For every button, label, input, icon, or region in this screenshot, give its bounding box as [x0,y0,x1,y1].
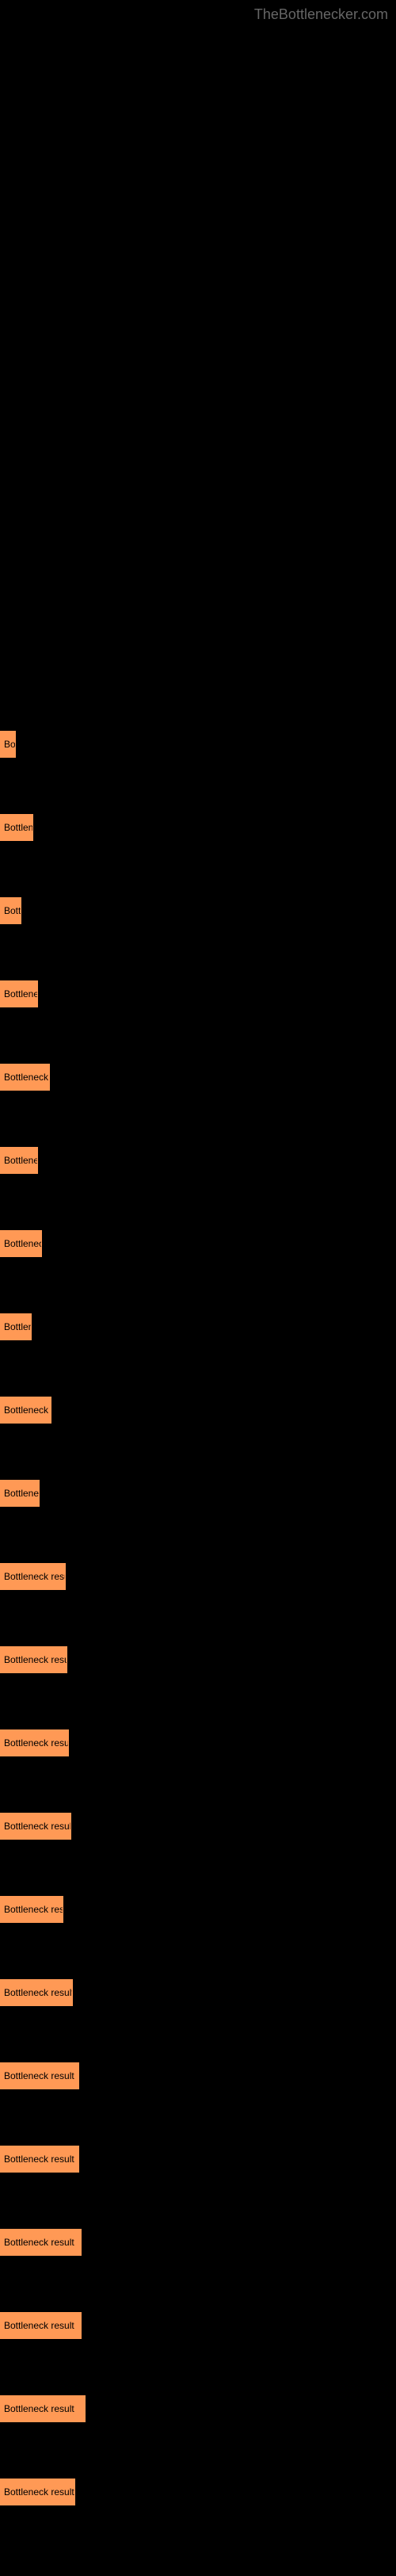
bar-row: Bottleneck result [0,2128,396,2190]
bar-row: Bottleneck result [0,1795,396,1857]
chart-bar: Bottleneck result [0,1646,67,1673]
bar-row: Bott [0,880,396,942]
bar-label: Bo [4,739,16,750]
bar-row: Bottleneck [0,1213,396,1275]
bar-label: Bottlen [4,1321,32,1332]
bar-label: Bottleneck result [4,2154,74,2165]
bar-row: Bottleneck re [0,1379,396,1441]
bar-label: Bottleneck result [4,1654,67,1665]
bar-row: Bottlenec [0,963,396,1025]
bar-label: Bott [4,905,21,916]
chart-bar: Bottlenec [0,1480,40,1507]
chart-bar: Bottleneck result [0,2229,82,2256]
bar-row: Bottleneck result [0,2045,396,2107]
bar-label: Bottleneck result [4,1987,73,1998]
chart-bar: Bottlene [0,814,33,841]
bar-label: Bottleneck [4,1238,42,1249]
chart-bar: Bottleneck re [0,1397,51,1424]
bar-row: Bottleneck result [0,2461,396,2523]
bar-row: Bottleneck re [0,1046,396,1108]
bar-label: Bottlenec [4,1155,38,1166]
bar-label: Bottleneck result [4,2486,74,2498]
chart-bar: Bo [0,731,16,758]
bar-row: Bottleneck result [0,1962,396,2024]
chart-bar: Bottleneck result [0,1979,73,2006]
chart-bar: Bottleneck [0,1230,42,1257]
bar-label: Bottleneck result [4,1821,71,1832]
chart-bar: Bottleneck result [0,2479,75,2505]
chart-bar: Bottlen [0,1313,32,1340]
bar-row: Bottleneck result [0,1629,396,1691]
bar-row: Bottleneck result [0,1546,396,1607]
bar-row: Bottlenec [0,1462,396,1524]
bar-chart: Bo Bottlene Bott Bottlenec Bottleneck re Bott… [0,0,396,2576]
chart-bar: Bottleneck result [0,2395,86,2422]
bar-label: Bottleneck result [4,2070,74,2081]
bar-label: Bottleneck result [4,2237,74,2248]
chart-bar: Bottleneck re [0,1064,50,1091]
chart-bar: Bott [0,897,21,924]
bar-label: Bottleneck resul [4,1904,63,1915]
bar-row: Bottlene [0,797,396,858]
bar-label: Bottleneck result [4,1571,66,1582]
chart-bar: Bottlenec [0,1147,38,1174]
bar-label: Bottleneck re [4,1405,51,1416]
bar-row: Bottleneck resul [0,1878,396,1940]
bar-row: Bo [0,713,396,775]
bar-label: Bottlenec [4,988,38,999]
bar-label: Bottleneck re [4,1072,50,1083]
chart-bar: Bottleneck result [0,1813,71,1840]
bar-row: Bottlen [0,1296,396,1358]
bar-row: Bottlenec [0,1129,396,1191]
bar-row: Bottleneck result [0,1712,396,1774]
bar-label: Bottleneck result [4,2320,74,2331]
bar-row: Bottleneck result [0,2211,396,2273]
chart-bar: Bottleneck result [0,1729,69,1756]
bar-row: Bottleneck result [0,2295,396,2356]
chart-bar: Bottleneck result [0,2312,82,2339]
chart-bar: Bottleneck result [0,2146,79,2173]
chart-bar: Bottleneck resul [0,1896,63,1923]
chart-bar: Bottleneck result [0,2062,79,2089]
chart-bar: Bottleneck result [0,1563,66,1590]
bar-label: Bottleneck result [4,1737,69,1749]
chart-bar: Bottlenec [0,980,38,1007]
bar-row: Bottleneck result [0,2378,396,2440]
bar-label: Bottlene [4,822,33,833]
bar-label: Bottleneck result [4,2403,74,2414]
bar-label: Bottlenec [4,1488,40,1499]
